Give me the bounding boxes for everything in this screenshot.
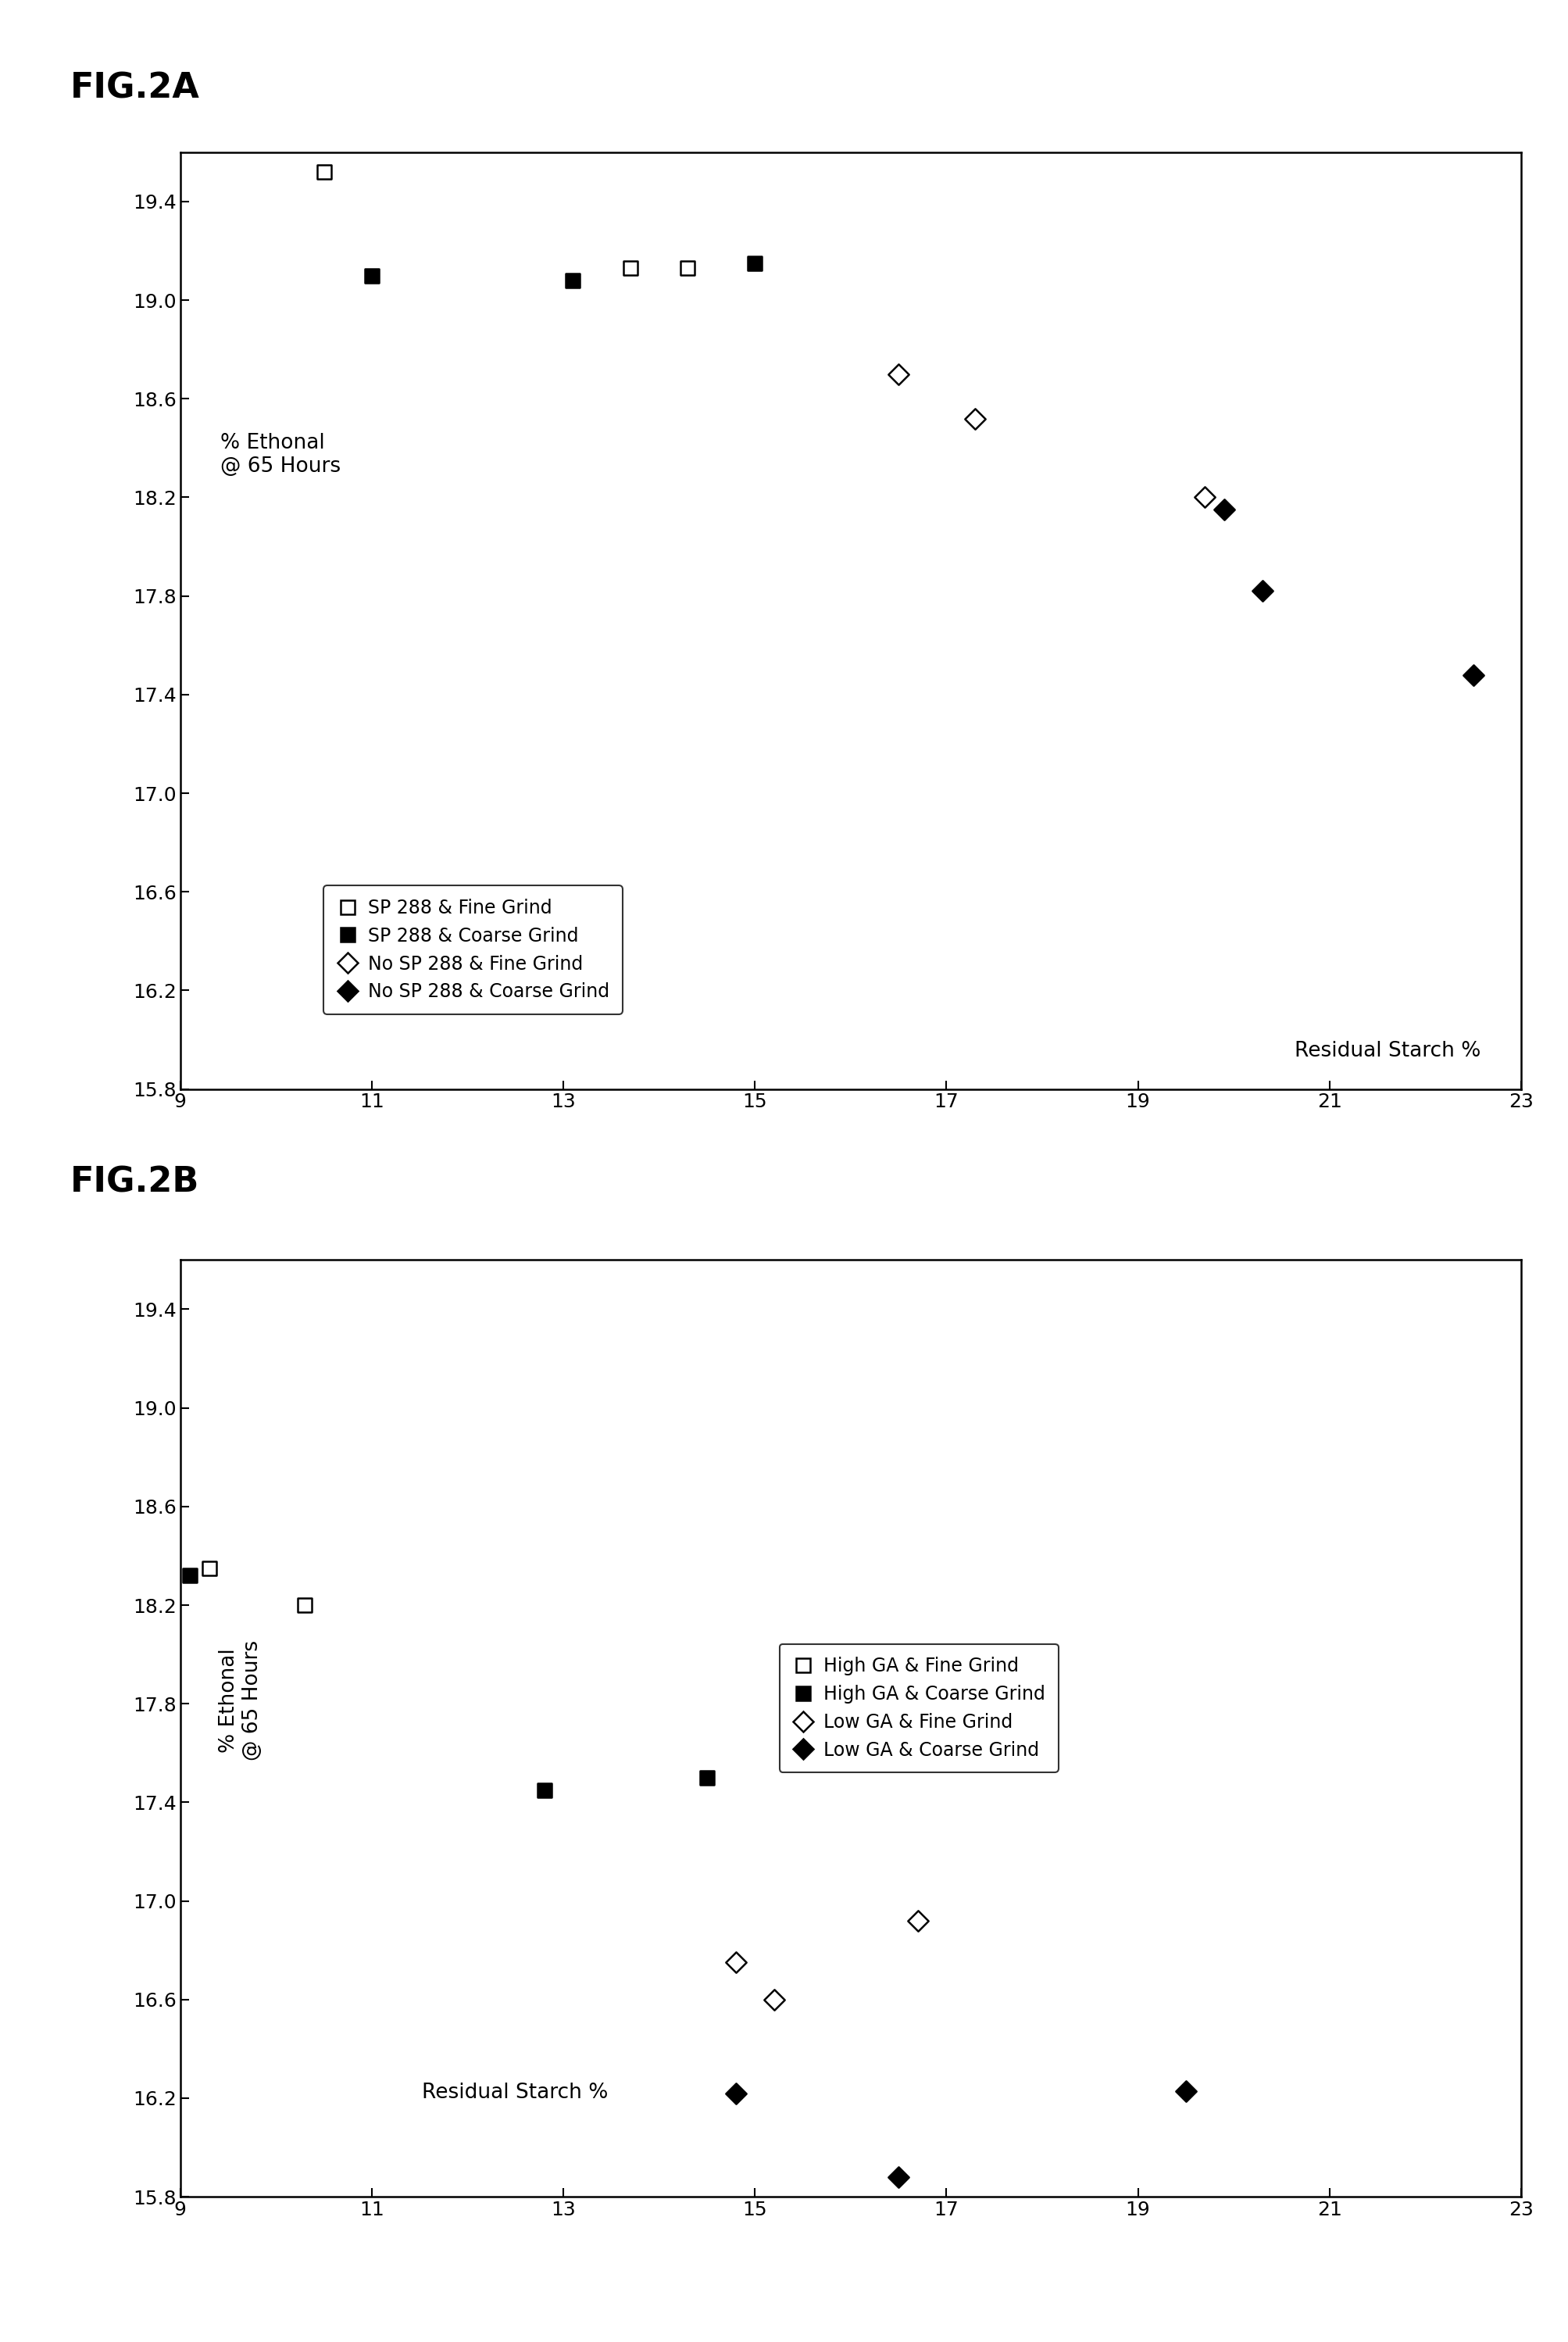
Text: Residual Starch %: Residual Starch %: [1295, 1040, 1480, 1061]
Point: [1460, 656, 1485, 693]
Point: [886, 356, 911, 393]
Point: [676, 248, 701, 286]
Legend: High GA & Fine Grind, High GA & Coarse Grind, Low GA & Fine Grind, Low GA & Coar: High GA & Fine Grind, High GA & Coarse G…: [779, 1644, 1058, 1773]
Point: [532, 1771, 557, 1808]
Point: [695, 1759, 720, 1796]
Point: [762, 1981, 787, 2019]
Point: [312, 152, 337, 190]
Point: [723, 2075, 748, 2112]
Legend: SP 288 & Fine Grind, SP 288 & Coarse Grind, No SP 288 & Fine Grind, No SP 288 & : SP 288 & Fine Grind, SP 288 & Coarse Gri…: [323, 885, 622, 1014]
Point: [1250, 571, 1275, 609]
Text: Residual Starch %: Residual Starch %: [422, 2082, 608, 2103]
Point: [177, 1557, 202, 1595]
Point: [359, 258, 384, 295]
Point: [905, 1902, 930, 1939]
Text: % Ethonal
@ 65 Hours: % Ethonal @ 65 Hours: [220, 1639, 262, 1761]
Point: [1173, 2073, 1198, 2110]
Point: [618, 248, 643, 286]
Text: FIG.2B: FIG.2B: [71, 1166, 199, 1199]
Point: [292, 1586, 317, 1623]
Point: [963, 400, 988, 438]
Point: [1192, 478, 1217, 515]
Point: [742, 244, 767, 281]
Point: [196, 1550, 221, 1588]
Text: FIG.2A: FIG.2A: [71, 73, 201, 105]
Text: % Ethonal
@ 65 Hours: % Ethonal @ 65 Hours: [221, 433, 340, 478]
Point: [560, 262, 585, 300]
Point: [886, 2159, 911, 2197]
Point: [723, 1944, 748, 1981]
Point: [1212, 492, 1237, 529]
